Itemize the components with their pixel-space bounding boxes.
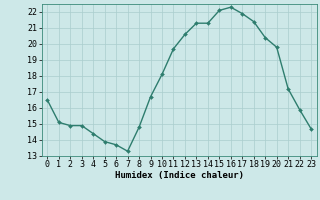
X-axis label: Humidex (Indice chaleur): Humidex (Indice chaleur): [115, 171, 244, 180]
